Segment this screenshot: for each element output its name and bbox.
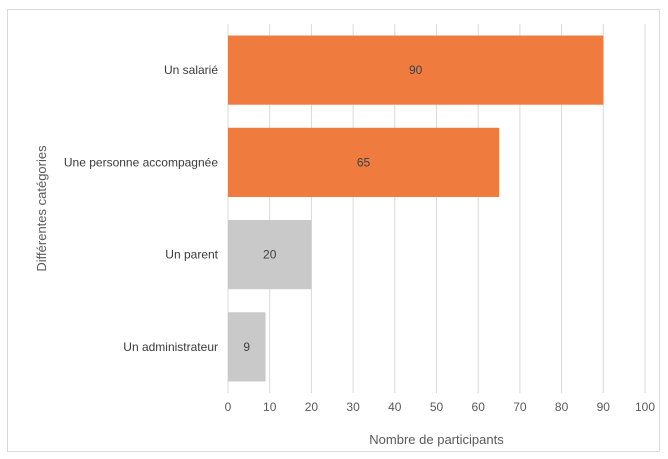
x-tick-label: 80 [555, 400, 569, 414]
bar [228, 35, 604, 105]
x-tick-label: 70 [513, 400, 527, 414]
x-tick-labels: 0 10 20 30 40 50 60 70 80 90 100 [225, 400, 656, 414]
bar [228, 220, 312, 290]
category-label: Un parent [165, 248, 218, 262]
data-label: 90 [409, 63, 423, 77]
data-label: 9 [243, 340, 250, 354]
x-tick-label: 60 [472, 400, 486, 414]
bar [228, 127, 500, 197]
x-tick-label: 0 [225, 400, 232, 414]
category-label: Un salarié [164, 63, 218, 77]
category-labels: Un salarié Une personne accompagnée Un par… [64, 63, 219, 354]
x-tick-label: 50 [430, 400, 444, 414]
data-label: 65 [357, 155, 371, 169]
category-label: Un administrateur [123, 340, 218, 354]
x-axis-title: Nombre de participants [369, 432, 504, 447]
bar [228, 312, 266, 382]
x-tick-label: 100 [635, 400, 655, 414]
bars: 90 65 20 9 [228, 35, 604, 382]
y-axis-title: Différentes catégories [34, 145, 49, 272]
x-tick-label: 20 [305, 400, 319, 414]
x-tick-label: 10 [263, 400, 277, 414]
x-tick-label: 40 [388, 400, 402, 414]
data-label: 20 [263, 248, 277, 262]
x-tick-label: 30 [346, 400, 360, 414]
category-label: Une personne accompagnée [64, 155, 218, 169]
x-tick-label: 90 [597, 400, 611, 414]
